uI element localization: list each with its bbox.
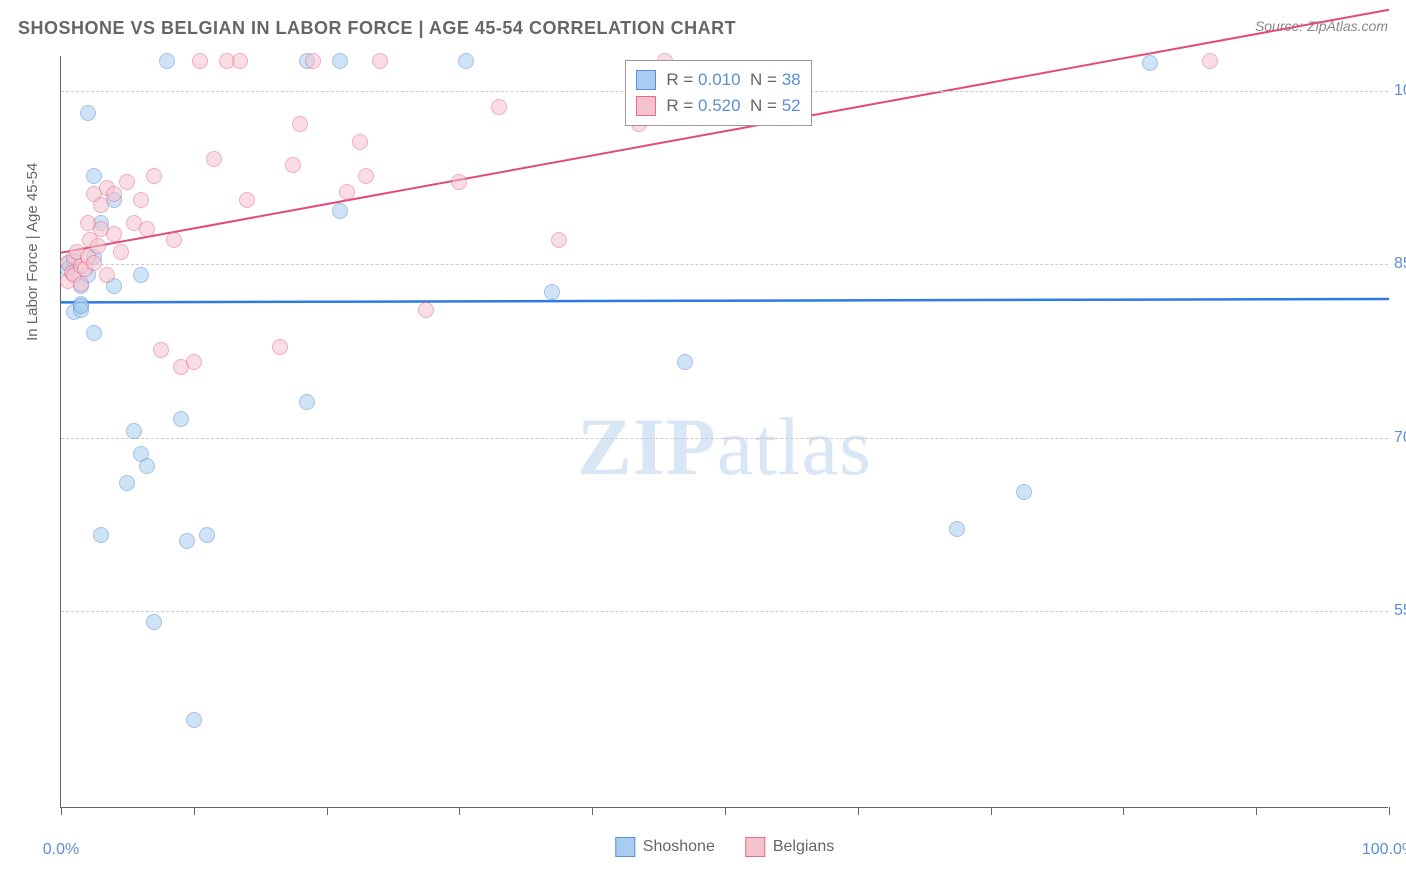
scatter-point (272, 339, 288, 355)
x-tick (61, 807, 62, 815)
legend-label: Belgians (773, 838, 834, 856)
legend-swatch (636, 70, 656, 90)
x-tick (459, 807, 460, 815)
scatter-point (372, 53, 388, 69)
x-tick (1256, 807, 1257, 815)
legend-swatch (745, 837, 765, 857)
scatter-point (159, 53, 175, 69)
scatter-point (232, 53, 248, 69)
scatter-point (544, 284, 560, 300)
y-tick-label: 100.0% (1394, 82, 1406, 100)
scatter-point (199, 527, 215, 543)
y-tick-label: 70.0% (1394, 429, 1406, 447)
scatter-point (332, 53, 348, 69)
chart-header: SHOSHONE VS BELGIAN IN LABOR FORCE | AGE… (18, 18, 1388, 46)
scatter-point (106, 226, 122, 242)
legend-stats: R = 0.010 N = 38R = 0.520 N = 52 (625, 60, 811, 126)
x-tick (858, 807, 859, 815)
chart-title: SHOSHONE VS BELGIAN IN LABOR FORCE | AGE… (18, 18, 736, 38)
scatter-point (133, 267, 149, 283)
scatter-point (1016, 484, 1032, 500)
scatter-point (192, 53, 208, 69)
y-tick-label: 85.0% (1394, 255, 1406, 273)
scatter-point (126, 423, 142, 439)
scatter-point (339, 184, 355, 200)
scatter-point (451, 174, 467, 190)
scatter-point (86, 168, 102, 184)
legend-stats-row: R = 0.520 N = 52 (636, 93, 800, 119)
x-tick (1389, 807, 1390, 815)
scatter-point (80, 105, 96, 121)
scatter-point (146, 614, 162, 630)
legend-stats-row: R = 0.010 N = 38 (636, 67, 800, 93)
scatter-point (949, 521, 965, 537)
scatter-point (186, 354, 202, 370)
legend-stats-text: R = 0.010 N = 38 (666, 67, 800, 93)
legend-swatch (636, 96, 656, 116)
scatter-point (285, 157, 301, 173)
scatter-point (90, 238, 106, 254)
scatter-point (139, 221, 155, 237)
scatter-point (239, 192, 255, 208)
legend-swatch (615, 837, 635, 857)
gridline-h (61, 264, 1388, 265)
scatter-point (166, 232, 182, 248)
x-tick-label: 0.0% (43, 841, 79, 859)
scatter-point (119, 475, 135, 491)
scatter-point (1202, 53, 1218, 69)
x-tick (194, 807, 195, 815)
scatter-point (99, 267, 115, 283)
scatter-point (186, 712, 202, 728)
legend-item: Belgians (745, 837, 834, 857)
scatter-point (305, 53, 321, 69)
scatter-point (113, 244, 129, 260)
scatter-point (551, 232, 567, 248)
legend-series: Shoshone Belgians (615, 837, 834, 857)
scatter-point (299, 394, 315, 410)
scatter-point (86, 255, 102, 271)
scatter-point (93, 527, 109, 543)
gridline-h (61, 611, 1388, 612)
scatter-point (73, 276, 89, 292)
scatter-point (1142, 55, 1158, 71)
x-tick-label: 100.0% (1362, 841, 1406, 859)
x-tick (725, 807, 726, 815)
scatter-point (418, 302, 434, 318)
scatter-point (677, 354, 693, 370)
scatter-point (146, 168, 162, 184)
scatter-point (86, 325, 102, 341)
y-tick-label: 55.0% (1394, 602, 1406, 620)
legend-label: Shoshone (643, 838, 715, 856)
scatter-point (106, 186, 122, 202)
y-axis-title: In Labor Force | Age 45-54 (24, 163, 41, 341)
scatter-point (119, 174, 135, 190)
scatter-point (139, 458, 155, 474)
legend-item: Shoshone (615, 837, 715, 857)
trend-lines-layer (61, 56, 1388, 807)
scatter-point (352, 134, 368, 150)
scatter-point (458, 53, 474, 69)
x-tick (1123, 807, 1124, 815)
scatter-point (173, 411, 189, 427)
scatter-point (179, 533, 195, 549)
scatter-point (133, 192, 149, 208)
x-tick (327, 807, 328, 815)
scatter-point (292, 116, 308, 132)
scatter-point (358, 168, 374, 184)
scatter-point (206, 151, 222, 167)
x-tick (592, 807, 593, 815)
scatter-point (73, 298, 89, 314)
trend-line (61, 299, 1389, 302)
scatter-point (491, 99, 507, 115)
scatter-point (93, 197, 109, 213)
plot-area: ZIPatlas 55.0%70.0%85.0%100.0%0.0%100.0%… (60, 56, 1388, 808)
x-tick (991, 807, 992, 815)
legend-stats-text: R = 0.520 N = 52 (666, 93, 800, 119)
scatter-point (332, 203, 348, 219)
trend-line (61, 10, 1389, 253)
scatter-point (153, 342, 169, 358)
gridline-h (61, 438, 1388, 439)
